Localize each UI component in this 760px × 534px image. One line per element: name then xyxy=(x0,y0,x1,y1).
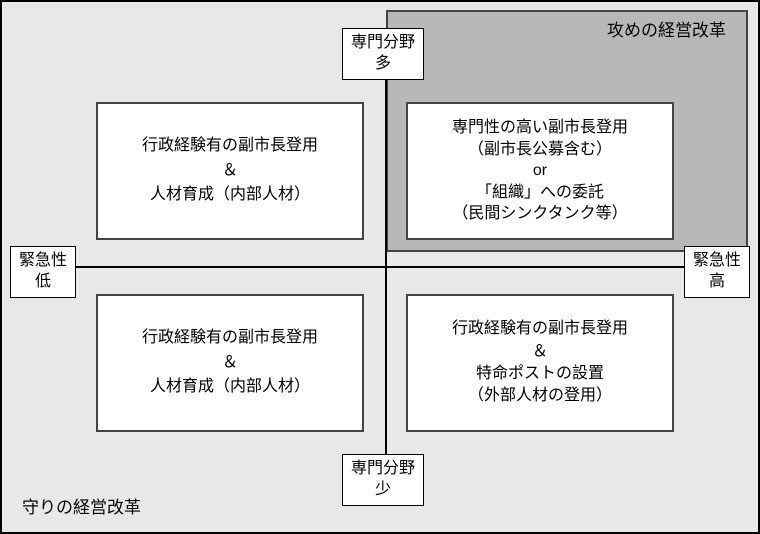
quad-line: 「組織」への委託 xyxy=(476,182,604,204)
y-axis-bottom-label: 専門分野 少 xyxy=(342,454,424,506)
axis-label-line: 緊急性 xyxy=(693,251,741,272)
axis-label-line: 専門分野 xyxy=(351,459,415,480)
axis-label-line: 少 xyxy=(351,480,415,501)
quad-line: ＆ xyxy=(222,351,238,376)
axis-label-line: 緊急性 xyxy=(19,251,67,272)
quad-line: 行政経験有の副市長登用 xyxy=(452,318,628,340)
axis-label-line: 低 xyxy=(19,272,67,293)
quad-line: 特命ポストの設置 xyxy=(476,363,604,385)
quad-line: 行政経験有の副市長登用 xyxy=(142,326,318,351)
x-axis-line xyxy=(65,266,705,268)
quad-line: or xyxy=(533,160,547,182)
x-axis-right-label: 緊急性 高 xyxy=(684,246,750,298)
quadrant-bottom-right: 行政経験有の副市長登用 ＆ 特命ポストの設置 （外部人材の登用） xyxy=(406,294,674,432)
quad-line: （民間シンクタンク等） xyxy=(452,203,627,225)
quadrant-top-left: 行政経験有の副市長登用 ＆ 人材育成（内部人材） xyxy=(96,102,364,240)
axis-label-line: 多 xyxy=(351,54,415,75)
quad-line: 行政経験有の副市長登用 xyxy=(142,134,318,159)
axis-label-line: 高 xyxy=(693,272,741,293)
quad-line: （副市長公募含む） xyxy=(468,139,612,161)
axis-label-line: 専門分野 xyxy=(351,33,415,54)
diagram-canvas: 攻めの経営改革 守りの経営改革 行政経験有の副市長登用 ＆ 人材育成（内部人材）… xyxy=(0,0,760,534)
quad-line: 専門性の高い副市長登用 xyxy=(452,117,628,139)
quad-line: 人材育成（内部人材） xyxy=(150,375,310,400)
x-axis-left-label: 緊急性 低 xyxy=(10,246,76,298)
quad-line: ＆ xyxy=(222,159,238,184)
quad-line: 人材育成（内部人材） xyxy=(150,183,310,208)
offensive-label: 攻めの経営改革 xyxy=(607,16,726,41)
quadrant-bottom-left: 行政経験有の副市長登用 ＆ 人材育成（内部人材） xyxy=(96,294,364,432)
quadrant-top-right: 専門性の高い副市長登用 （副市長公募含む） or 「組織」への委託 （民間シンク… xyxy=(406,102,674,240)
quad-line: ＆ xyxy=(532,341,548,363)
quad-line: （外部人材の登用） xyxy=(468,385,612,407)
defensive-label: 守りの経営改革 xyxy=(22,493,141,518)
y-axis-top-label: 専門分野 多 xyxy=(342,28,424,80)
